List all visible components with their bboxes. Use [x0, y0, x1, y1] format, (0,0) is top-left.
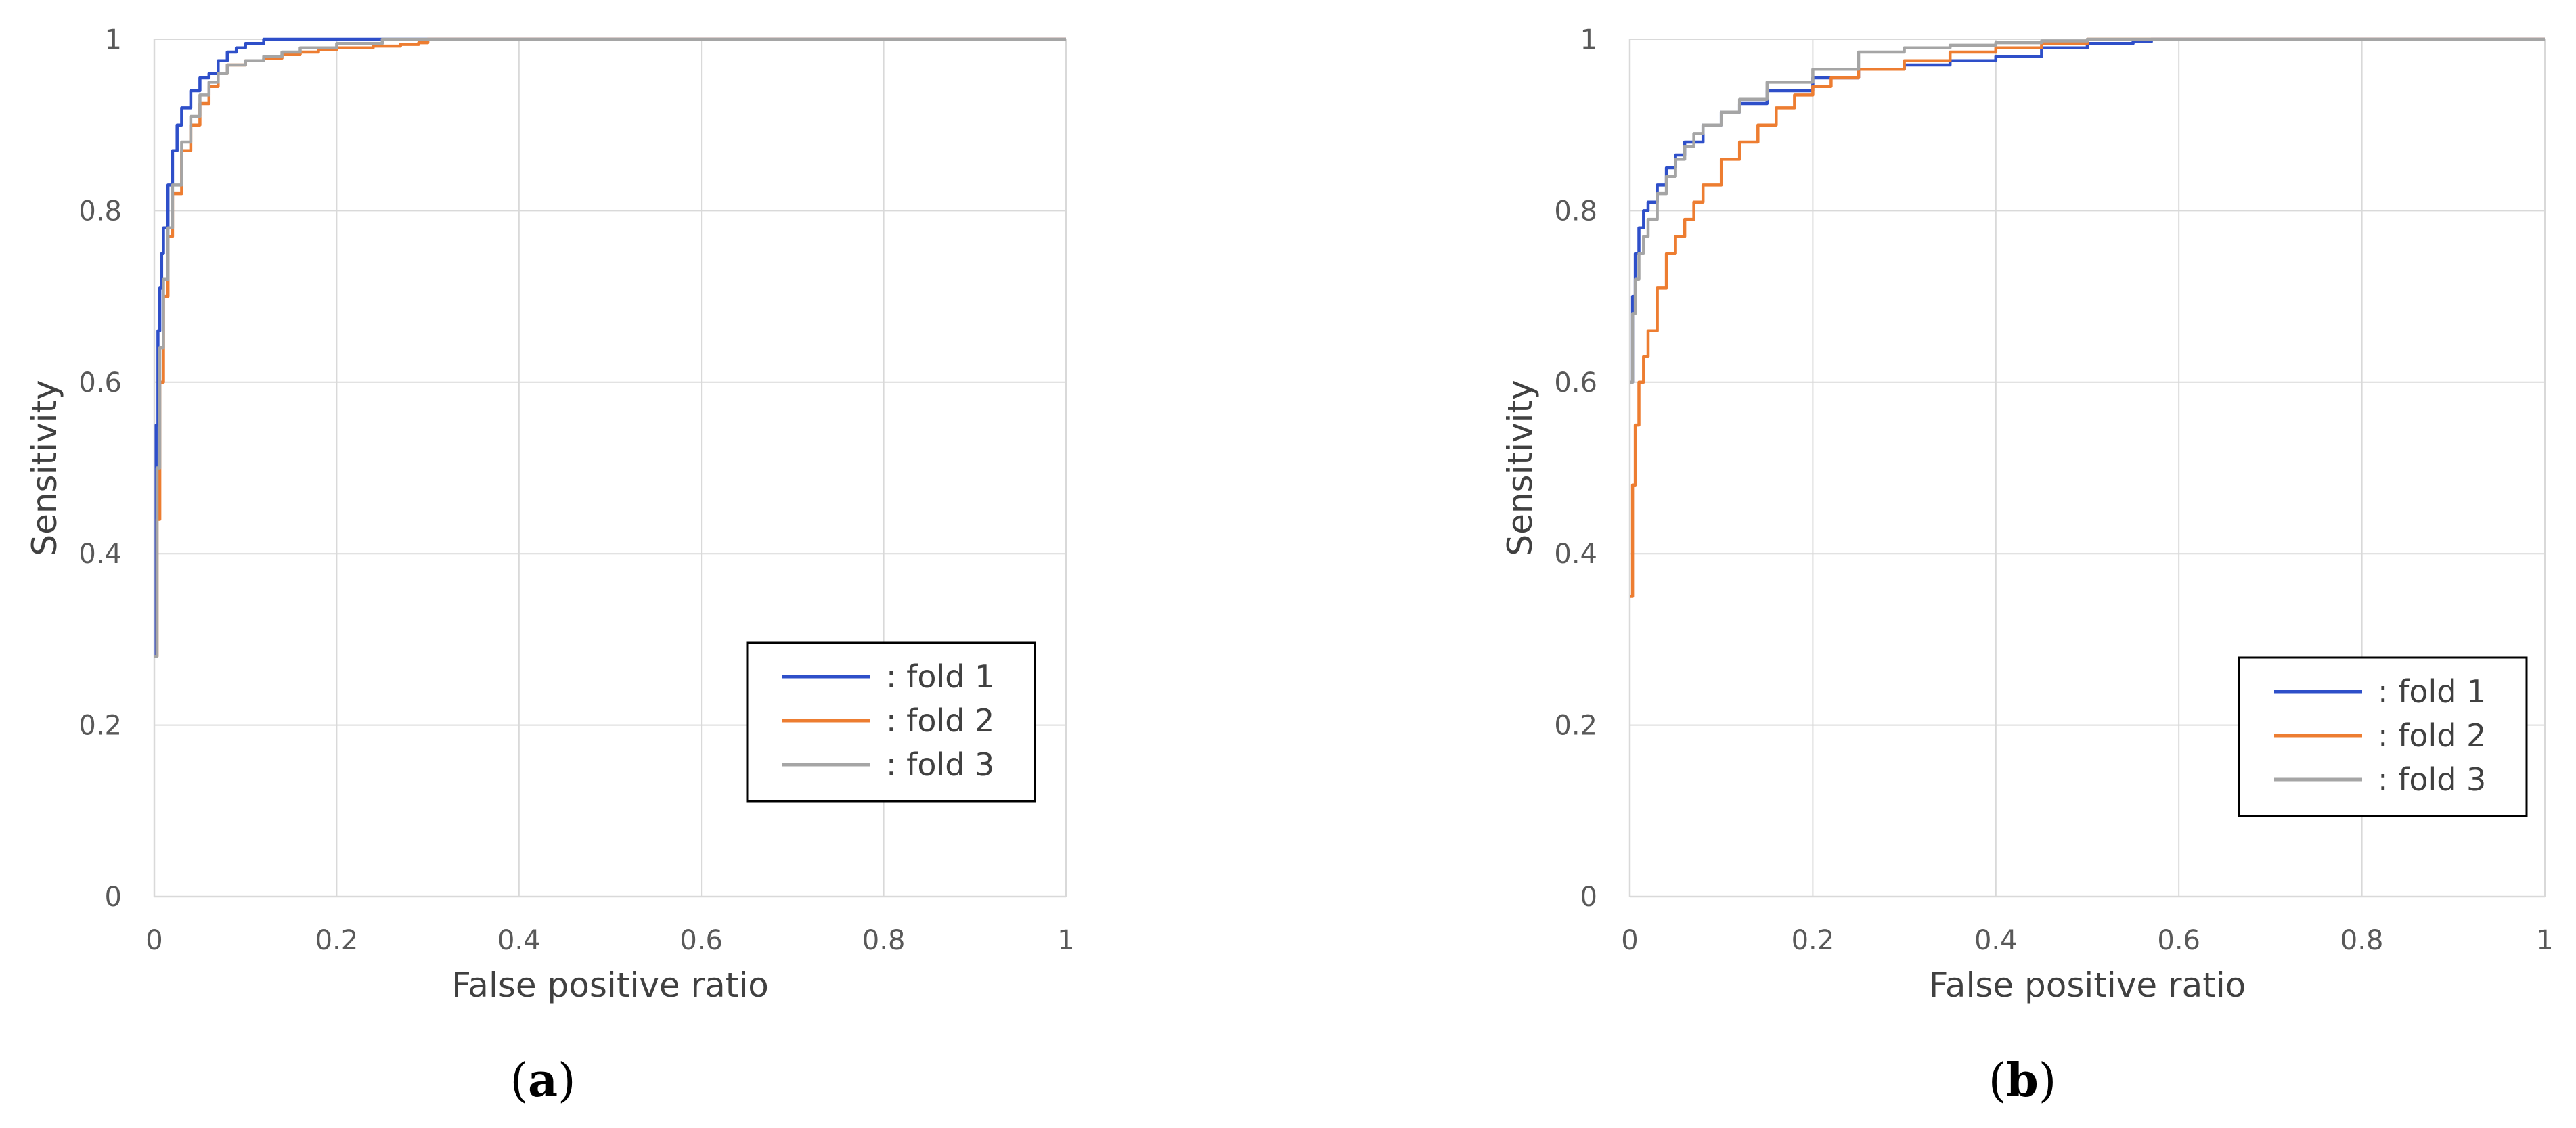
legend-label-fold-3: : fold 3: [886, 746, 994, 783]
x-tick-label: 1: [1057, 925, 1074, 956]
panel-label: (b): [1989, 1054, 2057, 1108]
y-tick-label: 0.4: [79, 539, 122, 570]
series-line-fold-2: [1630, 37, 2545, 598]
panel-label-letter: b: [2006, 1054, 2039, 1108]
x-tick-label: 1: [2536, 925, 2553, 956]
y-tick-label: 0.6: [79, 367, 122, 399]
x-tick-label: 0: [146, 925, 162, 956]
y-tick-label: 0.2: [79, 710, 122, 742]
y-tick-label: 0.6: [1554, 367, 1597, 399]
panel-label-letter: a: [528, 1054, 558, 1108]
x-tick-label: 0.2: [1792, 925, 1835, 956]
x-tick-label: 0.4: [1974, 925, 2018, 956]
x-tick-label: 0: [1621, 925, 1638, 956]
panel-label-close: ): [558, 1054, 576, 1108]
y-tick-label: 0: [1580, 882, 1597, 913]
x-axis-title: False positive ratio: [1929, 966, 2246, 1005]
y-tick-label: 0.4: [1554, 539, 1597, 570]
panel-label-close: ): [2039, 1054, 2057, 1108]
legend-label-fold-1: : fold 1: [886, 658, 994, 695]
y-tick-label: 0: [105, 882, 122, 913]
legend-label-fold-1: : fold 1: [2378, 673, 2486, 710]
x-tick-label: 0.8: [862, 925, 906, 956]
x-tick-label: 0.4: [497, 925, 541, 956]
chart-panel-2: 0 0.2 0.4 0.6 0.8 1 0 0.2 0.4 0.6 0.8 1 False positi…: [1501, 24, 2554, 1108]
legend-label-fold-2: : fold 2: [2378, 717, 2486, 754]
y-tick-label: 1: [1580, 24, 1597, 55]
y-axis-title: Sensitivity: [25, 380, 64, 556]
y-tick-label: 1: [105, 24, 122, 55]
panel-label-open: (: [510, 1054, 528, 1108]
panel-label: (a): [510, 1054, 575, 1108]
series-line-fold-1: [154, 37, 1066, 658]
panel-label-open: (: [1989, 1054, 2007, 1108]
x-axis-title: False positive ratio: [451, 966, 769, 1005]
x-tick-label: 0.6: [680, 925, 723, 956]
y-tick-label: 0.8: [79, 196, 122, 227]
legend: : fold 1 : fold 2 : fold 3: [2238, 656, 2528, 817]
y-tick-label: 0.2: [1554, 710, 1597, 742]
series-line-fold-3: [154, 37, 1066, 658]
y-axis-title: Sensitivity: [1501, 380, 1540, 556]
legend: : fold 1 : fold 2 : fold 3: [746, 641, 1036, 803]
legend-label-fold-2: : fold 2: [886, 702, 994, 739]
series-line-fold-3: [1630, 37, 2545, 384]
x-tick-label: 0.2: [315, 925, 359, 956]
chart-panel-1: 0 0.2 0.4 0.6 0.8 1 0 0.2 0.4 0.6 0.8 1 False positi…: [25, 24, 1075, 1108]
legend-label-fold-3: : fold 3: [2378, 761, 2486, 798]
x-tick-label: 0.6: [2157, 925, 2200, 956]
x-tick-label: 0.8: [2340, 925, 2384, 956]
y-tick-label: 0.8: [1554, 196, 1597, 227]
series-line-fold-2: [154, 37, 1066, 658]
